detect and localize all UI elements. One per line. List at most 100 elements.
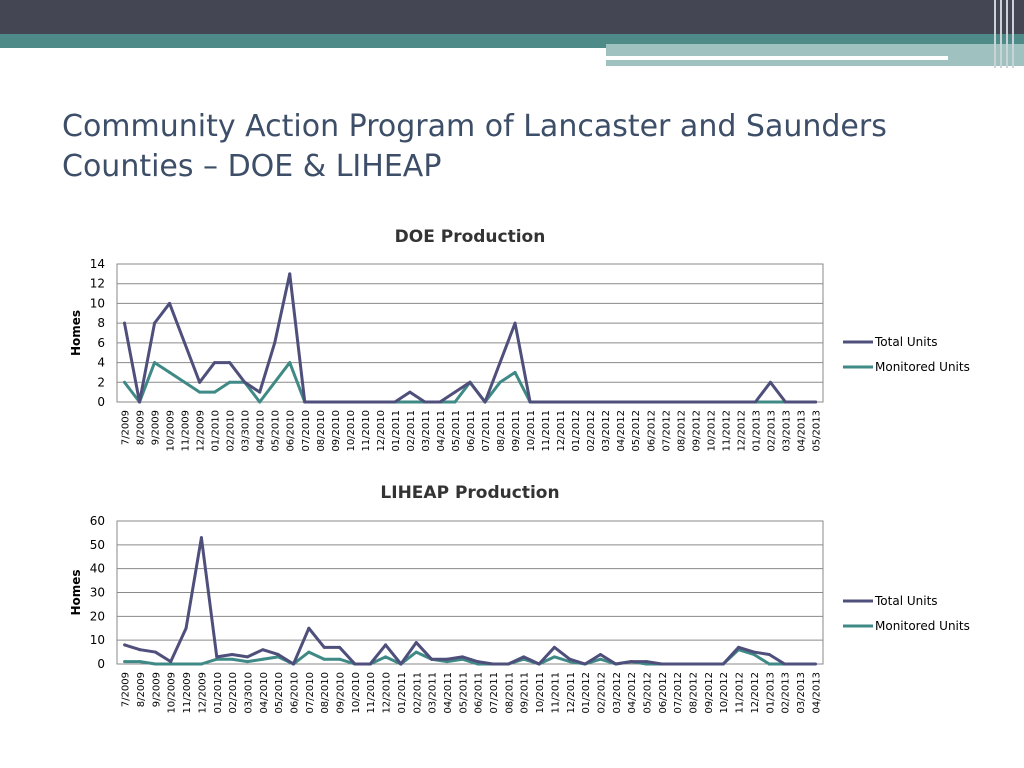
data-point-monitored-units bbox=[322, 657, 326, 661]
data-point-total-units bbox=[476, 660, 480, 664]
data-point-monitored-units bbox=[228, 380, 232, 384]
data-point-total-units bbox=[693, 400, 697, 404]
data-point-monitored-units bbox=[138, 660, 142, 664]
data-point-total-units bbox=[423, 400, 427, 404]
x-tick-label: 08/2011 bbox=[496, 410, 507, 452]
x-tick-label: 05/2011 bbox=[451, 410, 462, 452]
x-tick-label: 03/2013 bbox=[781, 410, 792, 452]
y-tick-label: 2 bbox=[97, 375, 105, 389]
x-tick-label: 08/2010 bbox=[320, 672, 331, 714]
data-point-total-units bbox=[276, 652, 280, 656]
data-point-total-units bbox=[303, 400, 307, 404]
y-tick-label: 0 bbox=[97, 657, 105, 671]
x-tick-label: 10/2011 bbox=[526, 410, 537, 452]
y-tick-label: 30 bbox=[90, 586, 105, 600]
data-point-monitored-units bbox=[261, 657, 265, 661]
data-point-monitored-units bbox=[169, 662, 173, 666]
x-tick-label: 07/2010 bbox=[301, 410, 312, 452]
x-tick-label: 12/2009 bbox=[196, 410, 207, 452]
x-tick-label: 10/2010 bbox=[351, 672, 362, 714]
data-point-total-units bbox=[675, 662, 679, 666]
data-point-total-units bbox=[430, 657, 434, 661]
x-tick-label: 09/2011 bbox=[520, 672, 531, 714]
x-tick-label: 11/2010 bbox=[361, 410, 372, 452]
accent-band-light bbox=[606, 44, 1024, 66]
data-point-total-units bbox=[168, 301, 172, 305]
data-point-monitored-units bbox=[498, 380, 502, 384]
y-tick-label: 6 bbox=[97, 336, 105, 350]
plot-area bbox=[116, 263, 824, 403]
data-point-monitored-units bbox=[153, 361, 157, 365]
data-point-total-units bbox=[468, 380, 472, 384]
data-point-total-units bbox=[138, 400, 142, 404]
data-point-monitored-units bbox=[184, 662, 188, 666]
data-point-total-units bbox=[552, 645, 556, 649]
data-point-total-units bbox=[414, 641, 418, 645]
x-tick-label: 01/2012 bbox=[571, 410, 582, 452]
data-point-monitored-units bbox=[752, 652, 756, 656]
data-point-total-units bbox=[322, 645, 326, 649]
x-tick-label: 11/2010 bbox=[366, 672, 377, 714]
x-tick-label: 05/2010 bbox=[274, 672, 285, 714]
x-tick-label: 09/2010 bbox=[336, 672, 347, 714]
data-point-monitored-units bbox=[408, 400, 412, 404]
data-point-total-units bbox=[768, 380, 772, 384]
data-point-monitored-units bbox=[767, 662, 771, 666]
data-point-total-units bbox=[753, 400, 757, 404]
x-tick-label: 11/2009 bbox=[182, 672, 193, 714]
data-point-total-units bbox=[645, 660, 648, 664]
y-tick-label: 40 bbox=[90, 562, 105, 576]
data-point-monitored-units bbox=[598, 657, 602, 661]
x-tick-label: 07/2012 bbox=[673, 672, 684, 714]
data-point-total-units bbox=[123, 321, 127, 325]
data-point-total-units bbox=[338, 645, 342, 649]
data-point-total-units bbox=[368, 662, 372, 666]
data-point-monitored-units bbox=[258, 400, 262, 404]
x-tick-label: 04/2013 bbox=[796, 410, 807, 452]
data-point-monitored-units bbox=[414, 650, 418, 654]
data-point-total-units bbox=[738, 400, 742, 404]
y-tick-label: 10 bbox=[90, 633, 105, 647]
data-point-total-units bbox=[813, 400, 817, 404]
data-point-total-units bbox=[783, 400, 787, 404]
x-tick-label: 11/2011 bbox=[541, 410, 552, 452]
data-point-total-units bbox=[198, 380, 202, 384]
x-tick-label: 06/2012 bbox=[658, 672, 669, 714]
x-tick-label: 08/2012 bbox=[689, 672, 700, 714]
x-tick-label: 04/2010 bbox=[256, 410, 267, 452]
data-point-monitored-units bbox=[153, 662, 157, 666]
accent-stripe bbox=[606, 56, 948, 60]
x-tick-label: 05/2012 bbox=[631, 410, 642, 452]
data-point-monitored-units bbox=[245, 660, 249, 664]
data-point-total-units bbox=[783, 662, 787, 666]
data-point-total-units bbox=[215, 655, 219, 659]
x-tick-label: 11/2011 bbox=[550, 672, 561, 714]
data-point-monitored-units bbox=[168, 370, 172, 374]
data-point-total-units bbox=[598, 652, 602, 656]
y-tick-label: 14 bbox=[90, 257, 105, 271]
data-point-total-units bbox=[573, 400, 577, 404]
x-tick-label: 02/2012 bbox=[596, 672, 607, 714]
data-point-total-units bbox=[618, 400, 622, 404]
slide-title: Community Action Program of Lancaster an… bbox=[62, 109, 887, 184]
data-point-total-units bbox=[798, 662, 802, 666]
x-tick-label: 06/2011 bbox=[474, 672, 485, 714]
data-point-monitored-units bbox=[215, 657, 219, 661]
x-tick-label: 06/2011 bbox=[466, 410, 477, 452]
data-point-monitored-units bbox=[338, 657, 342, 661]
data-point-total-units bbox=[438, 400, 442, 404]
decor-line bbox=[1000, 0, 1002, 68]
x-tick-label: 01/2013 bbox=[751, 410, 762, 452]
x-tick-label: 06/2012 bbox=[646, 410, 657, 452]
x-tick-label: 10/2009 bbox=[166, 410, 177, 452]
data-point-total-units bbox=[399, 662, 403, 666]
data-point-total-units bbox=[453, 390, 457, 394]
data-point-total-units bbox=[767, 652, 771, 656]
x-tick-label: 12/2009 bbox=[197, 672, 208, 714]
data-point-monitored-units bbox=[199, 662, 203, 666]
data-point-total-units bbox=[153, 650, 157, 654]
x-tick-label: 03/2012 bbox=[612, 672, 623, 714]
x-tick-label: 9/2009 bbox=[151, 410, 162, 445]
x-tick-label: 12/2012 bbox=[736, 410, 747, 452]
